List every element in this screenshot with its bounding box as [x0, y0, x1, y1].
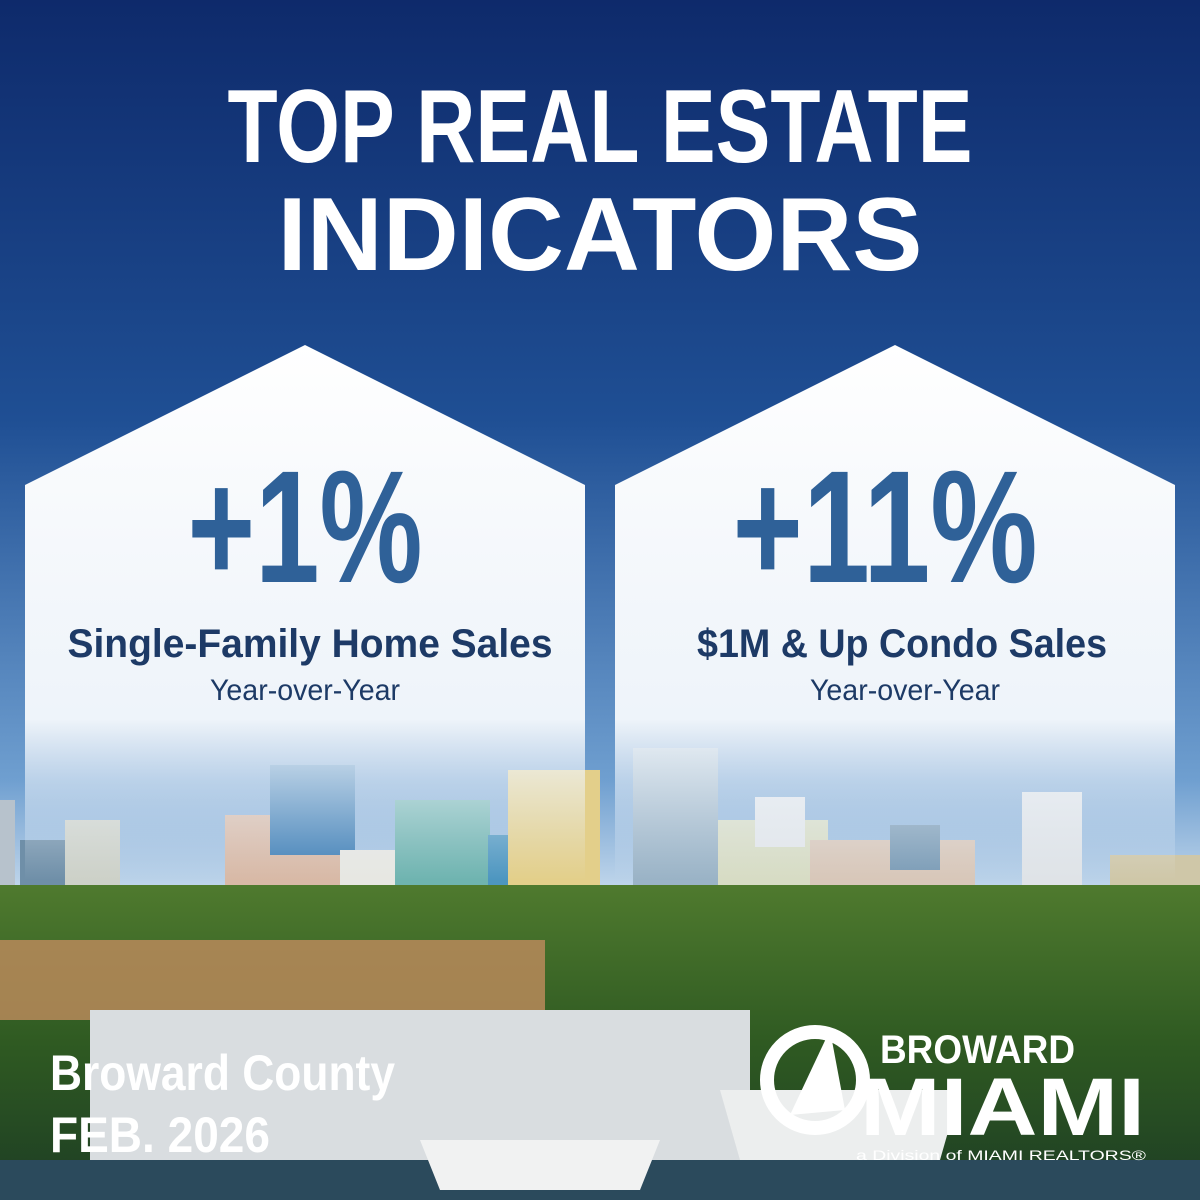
boat	[420, 1140, 660, 1190]
card-period: Year-over-Year	[210, 674, 400, 707]
house-card	[615, 345, 1175, 880]
logo-tagline: a Division of MIAMI REALTORS®	[856, 1147, 1147, 1163]
title: INDICATORS	[278, 177, 923, 293]
logo-line1: BROWARD	[880, 1028, 1075, 1072]
card-label: $1M & Up Condo Sales	[697, 622, 1107, 666]
card-value: +1%	[188, 437, 423, 616]
footer-region: Broward County	[50, 1045, 395, 1101]
house-card	[25, 345, 585, 880]
logo-mark	[760, 1025, 870, 1135]
logo: BROWARD MIAMI a Division of MIAMI REALTO…	[760, 1025, 1147, 1163]
logo-mark	[790, 1030, 845, 1115]
building	[0, 800, 15, 900]
footer-date: FEB. 2026	[50, 1107, 270, 1163]
logo-line2: MIAMI	[860, 1062, 1145, 1153]
title: TOP REAL ESTATE	[228, 69, 973, 185]
marina-buildings	[90, 1010, 750, 1160]
card-period: Year-over-Year	[810, 674, 1000, 707]
card-label: Single-Family Home Sales	[68, 622, 553, 666]
card-value: +11%	[733, 437, 1038, 616]
building-front	[0, 940, 545, 1020]
